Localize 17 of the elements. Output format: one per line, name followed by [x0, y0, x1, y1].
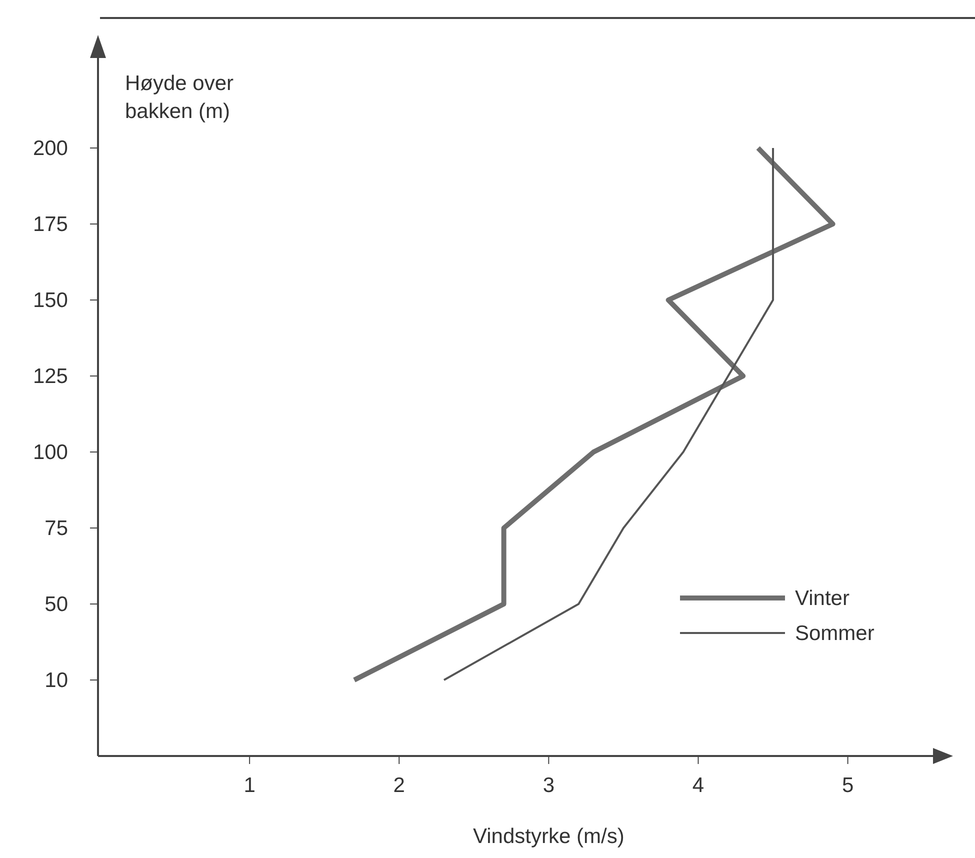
x-tick-label: 4	[692, 774, 704, 797]
x-axis-title: Vindstyrke (m/s)	[473, 825, 624, 848]
x-tick-label: 2	[393, 774, 405, 797]
y-tick-label: 50	[44, 593, 68, 616]
x-tick-label: 3	[542, 774, 555, 797]
y-tick-label: 10	[44, 669, 68, 692]
y-axis-title: Høyde over bakken (m)	[125, 72, 234, 123]
y-tick-label: 150	[32, 289, 68, 312]
x-tick-label: 5	[842, 774, 854, 797]
y-tick-label: 200	[32, 137, 68, 160]
legend-label: Sommer	[795, 622, 874, 645]
y-tick-label: 175	[32, 213, 68, 236]
legend-label: Vinter	[795, 587, 850, 610]
y-tick-label: 100	[32, 441, 68, 464]
y-tick-label: 125	[32, 365, 68, 388]
x-tick-label: 1	[244, 774, 256, 797]
y-tick-label: 75	[44, 517, 68, 540]
